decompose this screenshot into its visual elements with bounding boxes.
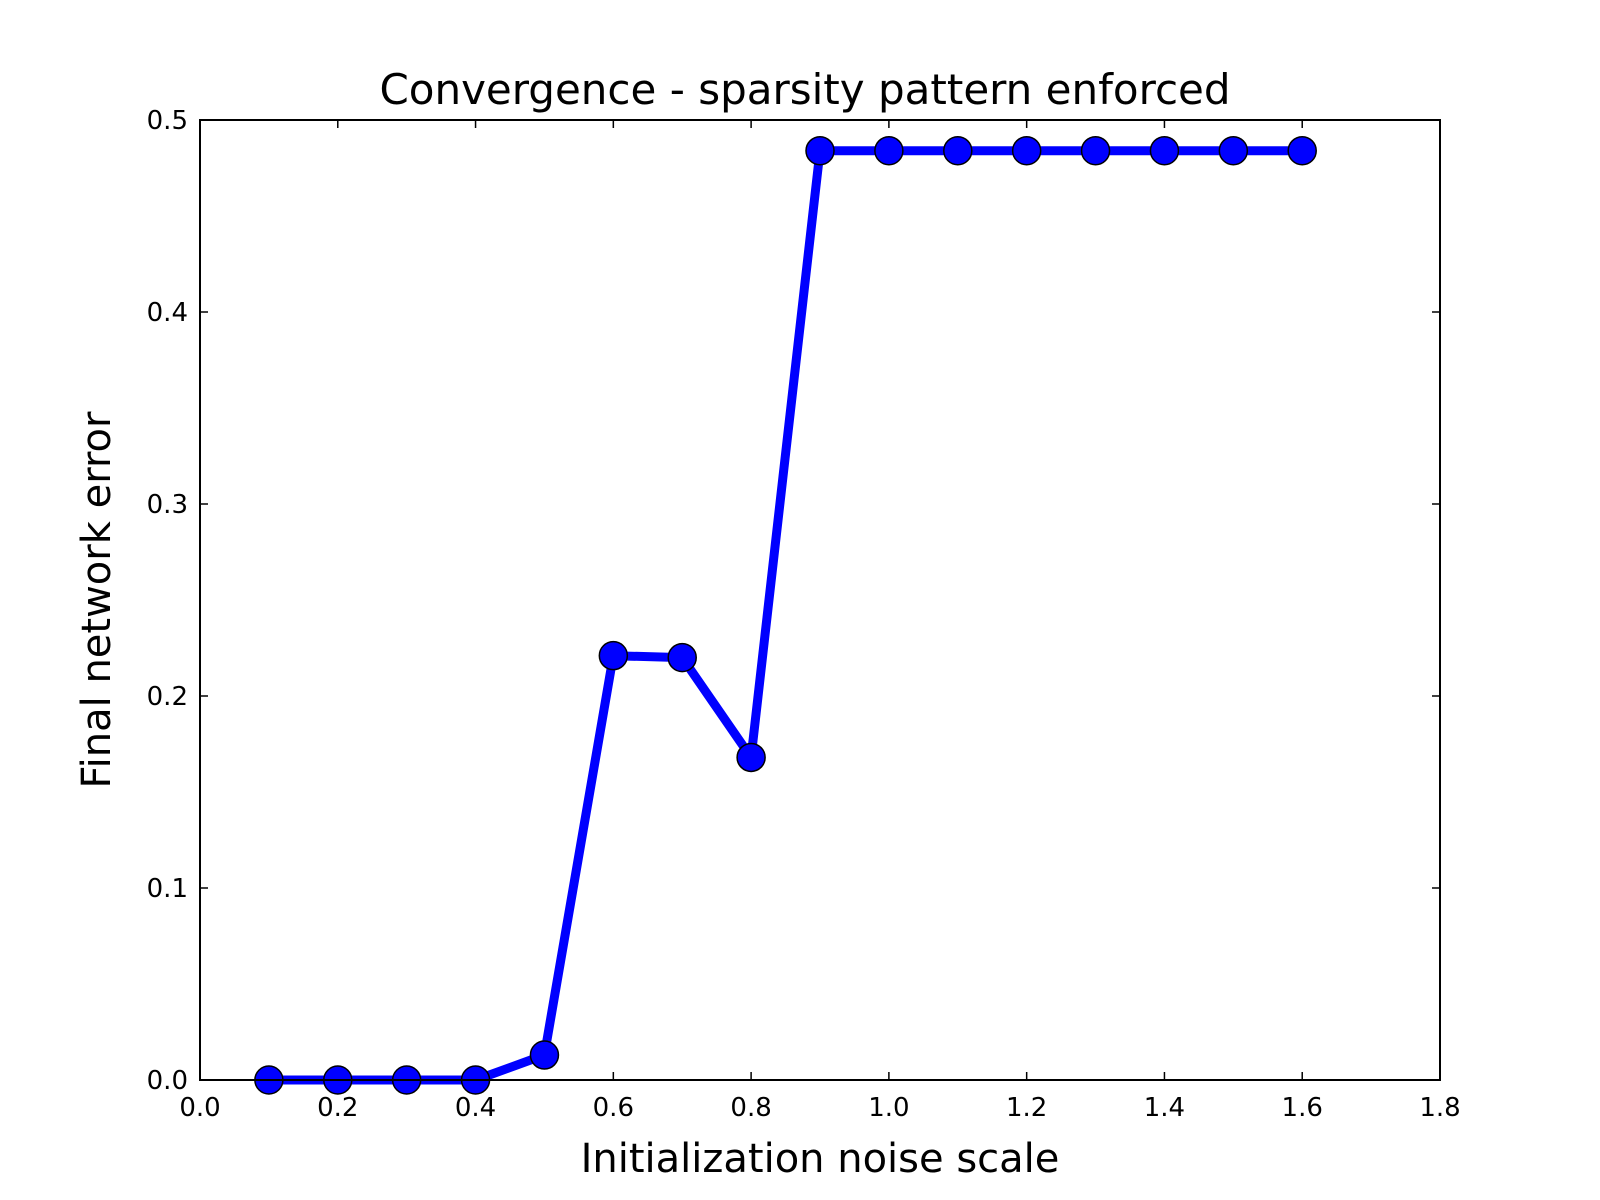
x-tick-label: 0.0 [179, 1093, 220, 1123]
y-tick-label: 0.1 [147, 874, 188, 904]
y-tick-label: 0.2 [147, 682, 188, 712]
x-tick-label: 1.0 [868, 1093, 909, 1123]
x-tick-label: 0.4 [455, 1093, 496, 1123]
x-axis-title: Initialization noise scale [581, 1136, 1060, 1182]
data-point [736, 742, 766, 773]
series-layer [254, 135, 1317, 1095]
plot-frame [199, 119, 1441, 1081]
x-tick-label: 1.8 [1419, 1093, 1460, 1123]
x-tick-label: 1.2 [1006, 1093, 1047, 1123]
data-point [943, 135, 973, 166]
axis-ticks: 0.0 0.2 0.4 0.6 0.8 1.0 1.2 1.4 1.6 1.8 0.0 0.1 0.2 0… [147, 106, 1461, 1123]
data-point [667, 642, 697, 673]
y-tick-label: 0.3 [147, 490, 188, 520]
data-point [1218, 135, 1249, 166]
data-point [1011, 135, 1042, 166]
y-tick-label: 0.4 [147, 298, 188, 328]
x-tick-label: 1.4 [1144, 1093, 1185, 1123]
chart-title: Convergence - sparsity pattern enforced [379, 65, 1230, 114]
y-axis-title: Final network error [74, 411, 120, 788]
data-point [598, 640, 629, 671]
data-point [1080, 135, 1111, 166]
data-point [1149, 135, 1180, 166]
x-tick-label: 1.6 [1282, 1093, 1323, 1123]
data-point [529, 1040, 560, 1070]
series-line [268, 146, 1303, 1085]
data-point [805, 135, 835, 166]
data-point [874, 135, 904, 166]
x-tick-label: 0.8 [730, 1093, 771, 1123]
x-tick-label: 0.2 [317, 1093, 358, 1123]
data-point [1287, 135, 1317, 166]
y-tick-label: 0.0 [147, 1066, 188, 1096]
x-tick-label: 0.6 [593, 1093, 634, 1123]
y-tick-label: 0.5 [147, 106, 188, 136]
